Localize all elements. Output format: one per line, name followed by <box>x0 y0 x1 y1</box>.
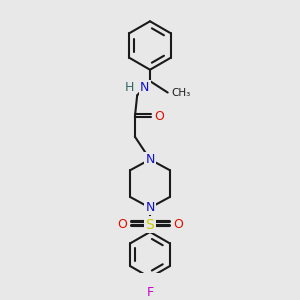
Text: S: S <box>146 218 154 232</box>
Text: N: N <box>145 153 155 166</box>
Text: O: O <box>154 110 164 123</box>
Text: F: F <box>146 286 154 299</box>
Text: H: H <box>124 81 134 94</box>
Text: CH₃: CH₃ <box>171 88 190 98</box>
Text: O: O <box>173 218 183 231</box>
Text: O: O <box>117 218 127 231</box>
Text: N: N <box>140 81 149 94</box>
Text: N: N <box>145 201 155 214</box>
